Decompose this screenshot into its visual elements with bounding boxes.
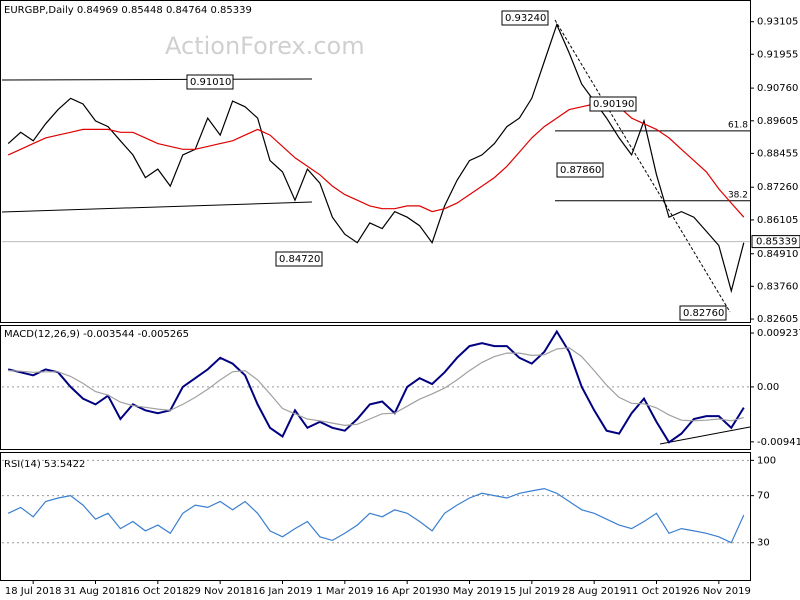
y-tick-label: 0.91955 (757, 49, 798, 60)
series-line (8, 347, 744, 427)
price-annotation-box (556, 162, 604, 178)
y-tick-label: 0.84910 (757, 249, 798, 260)
x-tick-label: 18 Jul 2018 (5, 586, 62, 597)
y-tick-label: 0.93105 (757, 17, 798, 28)
panel-title: EURGBP,Daily 0.84969 0.85448 0.84764 0.8… (4, 5, 252, 16)
x-tick-label: 30 May 2019 (437, 586, 502, 597)
x-tick-label: 16 Oct 2018 (127, 586, 189, 597)
y-tick-label: 0.82605 (757, 314, 798, 325)
fib-label: 38.2 (728, 190, 748, 200)
price-frame (0, 0, 751, 323)
last-price-label: 0.85339 (756, 237, 797, 248)
fib-label: 61.8 (728, 120, 748, 130)
price-annotation: 0.87860 (560, 165, 601, 176)
series-line (7, 329, 745, 444)
x-tick-label: 29 Nov 2018 (188, 586, 252, 597)
y-tick-label: 0.009237 (757, 328, 800, 339)
y-tick-label: 0.00 (757, 382, 779, 393)
panel-title: RSI(14) 53.5422 (4, 459, 85, 470)
y-tick-label: 70 (757, 491, 770, 502)
trendline (554, 19, 731, 313)
series-line (7, 23, 745, 294)
price-annotation: 0.90190 (593, 99, 634, 110)
y-tick-label: -0.009413 (757, 437, 800, 448)
y-tick-label: 0.89605 (757, 116, 798, 127)
x-tick-label: 1 Mar 2019 (316, 586, 373, 597)
series-line (7, 487, 745, 544)
x-tick-label: 28 Aug 2019 (562, 586, 626, 597)
y-tick-label: 0.83760 (757, 281, 798, 292)
price-annotation: 0.84720 (279, 254, 320, 265)
price-annotation-box (186, 74, 234, 90)
y-tick-label: 0.86105 (757, 215, 798, 226)
price-annotation-box (679, 305, 727, 321)
y-tick-label: 0.87260 (757, 182, 798, 193)
x-tick-label: 16 Jan 2019 (253, 586, 313, 597)
x-tick-label: 16 Apr 2019 (376, 586, 438, 597)
price-annotation: 0.91010 (190, 77, 231, 88)
y-tick-label: 30 (757, 538, 770, 549)
watermark: ActionForex.com (165, 32, 365, 60)
last-price-box (751, 235, 800, 249)
x-tick-label: 26 Nov 2019 (687, 586, 751, 597)
trendline (1, 201, 313, 213)
trendline (659, 426, 751, 445)
x-tick-label: 11 Oct 2019 (626, 586, 688, 597)
price-annotation-box (501, 10, 549, 26)
y-tick-label: 100 (757, 455, 776, 466)
price-annotation-box (275, 251, 323, 267)
macd-frame (0, 325, 751, 450)
price-annotation: 0.93240 (505, 13, 546, 24)
y-tick-label: 0.90760 (757, 83, 798, 94)
x-tick-label: 15 Jul 2019 (504, 586, 561, 597)
panel-title: MACD(12,26,9) -0.003544 -0.005265 (4, 329, 189, 340)
trendline (1, 78, 313, 81)
y-tick-label: 0.88455 (757, 148, 798, 159)
price-annotation-box (589, 96, 637, 112)
series-line (7, 103, 745, 218)
rsi-frame (0, 452, 751, 581)
price-annotation: 0.82760 (683, 308, 724, 319)
x-tick-label: 31 Aug 2018 (63, 586, 127, 597)
